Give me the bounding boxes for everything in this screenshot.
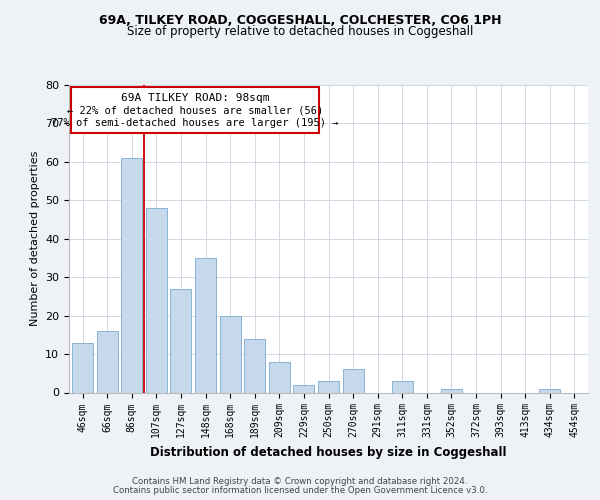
Y-axis label: Number of detached properties: Number of detached properties xyxy=(29,151,40,326)
Bar xyxy=(121,158,142,392)
Bar xyxy=(539,388,560,392)
Text: 69A TILKEY ROAD: 98sqm: 69A TILKEY ROAD: 98sqm xyxy=(121,92,269,102)
Bar xyxy=(72,342,93,392)
Bar xyxy=(343,370,364,392)
Bar xyxy=(195,258,216,392)
Text: 77% of semi-detached houses are larger (195) →: 77% of semi-detached houses are larger (… xyxy=(52,118,339,128)
Bar xyxy=(318,381,339,392)
Bar xyxy=(146,208,167,392)
FancyBboxPatch shape xyxy=(71,87,319,133)
X-axis label: Distribution of detached houses by size in Coggeshall: Distribution of detached houses by size … xyxy=(150,446,507,459)
Bar xyxy=(97,331,118,392)
Bar xyxy=(269,362,290,392)
Text: Size of property relative to detached houses in Coggeshall: Size of property relative to detached ho… xyxy=(127,25,473,38)
Bar xyxy=(170,288,191,393)
Bar xyxy=(293,385,314,392)
Bar xyxy=(441,388,462,392)
Text: Contains HM Land Registry data © Crown copyright and database right 2024.: Contains HM Land Registry data © Crown c… xyxy=(132,477,468,486)
Bar xyxy=(392,381,413,392)
Bar xyxy=(244,338,265,392)
Bar xyxy=(220,316,241,392)
Text: Contains public sector information licensed under the Open Government Licence v3: Contains public sector information licen… xyxy=(113,486,487,495)
Text: ← 22% of detached houses are smaller (56): ← 22% of detached houses are smaller (56… xyxy=(67,106,323,116)
Text: 69A, TILKEY ROAD, COGGESHALL, COLCHESTER, CO6 1PH: 69A, TILKEY ROAD, COGGESHALL, COLCHESTER… xyxy=(99,14,501,27)
